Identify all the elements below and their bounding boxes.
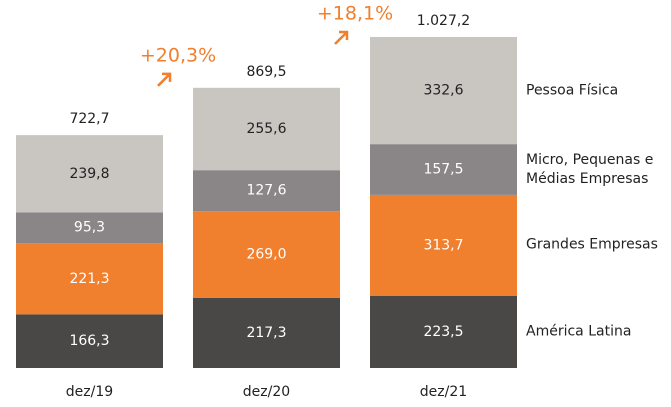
bar-segment: [370, 36, 517, 145]
value-label: 221,3: [69, 271, 109, 287]
value-label: 239,8: [69, 166, 109, 182]
bar-segment: [370, 295, 517, 368]
bar-segment: [370, 144, 517, 195]
x-tick-label: dez/20: [243, 384, 290, 400]
bar-segment: [16, 212, 163, 244]
total-label: 1.027,2: [417, 13, 470, 29]
bar-segment: [193, 297, 340, 368]
value-label: 255,6: [246, 121, 286, 137]
total-label: 722,7: [69, 111, 109, 127]
bar-segment: [370, 194, 517, 296]
value-label: 269,0: [246, 247, 286, 263]
annotation: +20,3%: [140, 44, 216, 66]
arrow: [334, 30, 349, 45]
legend-label: Grandes Empresas: [526, 236, 658, 253]
value-label: 157,5: [423, 162, 463, 178]
x-tick-label: dez/19: [66, 384, 113, 400]
legend-label: Micro, Pequenas e Médias Empresas: [526, 151, 654, 187]
value-label: 217,3: [246, 325, 286, 341]
bar-segment: [16, 243, 163, 315]
bar-segment: [193, 170, 340, 212]
annotation: +18,1%: [317, 3, 393, 25]
value-label: 95,3: [74, 220, 105, 236]
bar-segment: [193, 211, 340, 298]
value-label: 332,6: [423, 83, 463, 99]
value-label: 223,5: [423, 324, 463, 340]
bar-segment: [16, 314, 163, 368]
bar-segment: [193, 87, 340, 171]
bar-segment: [16, 135, 163, 213]
value-label: 166,3: [69, 333, 109, 349]
value-label: 127,6: [246, 183, 286, 199]
total-label: 869,5: [246, 64, 286, 80]
legend-label: América Latina: [526, 323, 632, 340]
legend-label: Pessoa Física: [526, 82, 619, 99]
value-label: 313,7: [423, 237, 463, 253]
arrow: [157, 72, 172, 87]
x-tick-label: dez/21: [420, 384, 467, 400]
